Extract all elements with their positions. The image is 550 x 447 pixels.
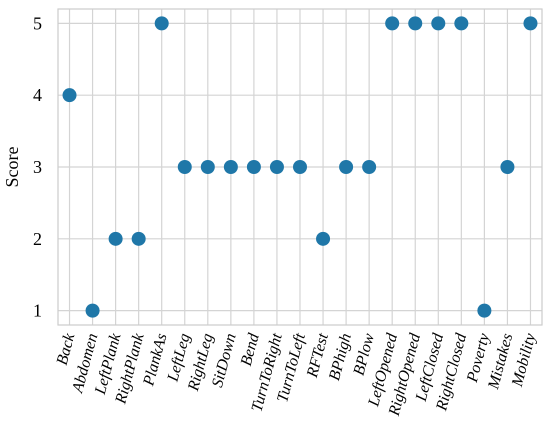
data-point xyxy=(154,16,169,31)
y-tick-label: 1 xyxy=(33,301,42,321)
data-point xyxy=(385,16,400,31)
data-point xyxy=(408,16,423,31)
x-axis-ticks: BackAbdomenLeftPlankRightPlankPlankAsLef… xyxy=(54,331,540,419)
data-point xyxy=(431,16,446,31)
plot-frame xyxy=(57,8,543,326)
data-point xyxy=(362,160,377,174)
data-point xyxy=(85,303,100,318)
data-point xyxy=(131,231,146,246)
data-point xyxy=(108,231,123,246)
y-tick-label: 5 xyxy=(33,13,42,33)
data-point xyxy=(500,160,515,174)
data-point xyxy=(316,231,331,246)
data-point xyxy=(339,160,354,174)
y-tick-label: 2 xyxy=(33,229,42,249)
data-point xyxy=(177,160,192,174)
data-point xyxy=(246,160,261,174)
data-point xyxy=(293,160,307,174)
y-tick-label: 3 xyxy=(33,157,42,177)
data-point xyxy=(477,303,492,318)
data-point xyxy=(523,16,538,31)
y-axis-ticks: 1 2 3 4 5 xyxy=(33,13,42,320)
x-tick-label: Bend xyxy=(238,331,263,368)
data-point xyxy=(223,160,238,174)
data-point xyxy=(200,160,215,174)
data-point xyxy=(269,160,284,174)
y-tick-label: 4 xyxy=(33,85,42,105)
data-point xyxy=(62,88,77,103)
x-tick-label: Back xyxy=(54,331,79,367)
data-point xyxy=(454,16,469,31)
y-axis-label: Score xyxy=(2,146,22,187)
data-points xyxy=(62,16,538,318)
